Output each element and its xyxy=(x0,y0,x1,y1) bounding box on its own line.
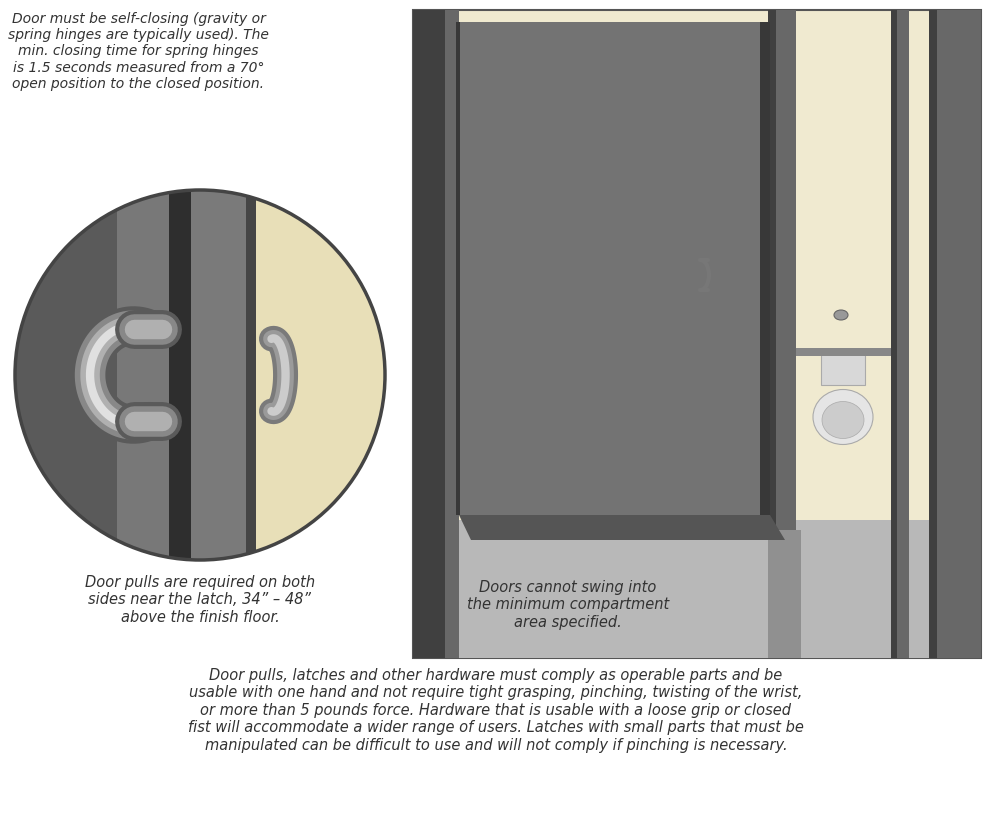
Ellipse shape xyxy=(813,389,873,445)
Bar xyxy=(413,520,981,658)
Bar xyxy=(768,10,776,530)
Bar xyxy=(459,22,760,515)
Text: Doors cannot swing into
the minimum compartment
area specified.: Doors cannot swing into the minimum comp… xyxy=(467,580,669,630)
Bar xyxy=(245,190,255,560)
Bar xyxy=(191,190,245,560)
Polygon shape xyxy=(459,515,785,540)
Bar xyxy=(445,10,459,658)
Bar xyxy=(796,348,891,356)
Bar xyxy=(413,10,445,658)
Bar xyxy=(929,10,981,658)
Bar xyxy=(413,10,981,658)
Circle shape xyxy=(15,190,385,560)
Bar xyxy=(768,10,796,530)
Bar xyxy=(456,22,460,515)
Bar xyxy=(891,10,909,658)
Bar xyxy=(929,10,937,658)
Bar xyxy=(169,190,191,560)
Text: Door must be self-closing (gravity or
spring hinges are typically used). The
min: Door must be self-closing (gravity or sp… xyxy=(8,12,269,91)
Ellipse shape xyxy=(822,402,864,438)
Text: Door pulls are required on both
sides near the latch, 34” – 48”
above the finish: Door pulls are required on both sides ne… xyxy=(85,575,315,625)
Bar xyxy=(768,530,801,658)
Bar xyxy=(760,22,770,515)
Bar xyxy=(821,350,865,385)
Ellipse shape xyxy=(834,310,848,320)
Text: Door pulls, latches and other hardware must comply as operable parts and be
usab: Door pulls, latches and other hardware m… xyxy=(188,668,804,753)
Bar xyxy=(15,190,117,560)
Bar xyxy=(255,190,626,560)
Bar xyxy=(891,10,897,658)
